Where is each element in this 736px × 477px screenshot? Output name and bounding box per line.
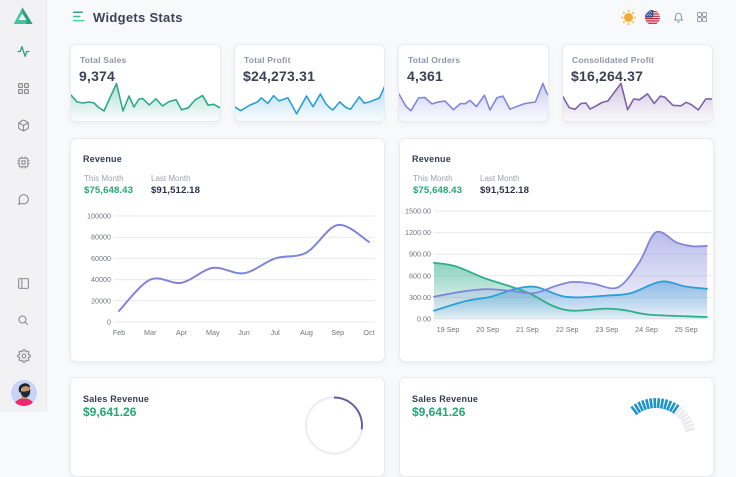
- svg-text:Mar: Mar: [144, 328, 157, 337]
- svg-text:20000: 20000: [91, 296, 111, 305]
- svg-text:22 Sep: 22 Sep: [556, 325, 579, 334]
- svg-text:Jun: Jun: [238, 328, 250, 337]
- svg-text:1200.00: 1200.00: [405, 228, 431, 237]
- svg-text:40000: 40000: [91, 275, 111, 284]
- svg-text:0.00: 0.00: [417, 315, 431, 324]
- svg-text:900.00: 900.00: [409, 250, 431, 259]
- svg-text:19 Sep: 19 Sep: [437, 325, 460, 334]
- svg-text:25 Sep: 25 Sep: [675, 325, 698, 334]
- svg-text:May: May: [206, 328, 220, 337]
- svg-text:Sep: Sep: [331, 328, 344, 337]
- svg-text:600.00: 600.00: [409, 271, 431, 280]
- svg-text:60000: 60000: [91, 254, 111, 263]
- svg-text:23 Sep: 23 Sep: [595, 325, 618, 334]
- svg-text:0: 0: [107, 318, 111, 327]
- svg-text:Jul: Jul: [271, 328, 281, 337]
- svg-text:Apr: Apr: [176, 328, 188, 337]
- svg-text:Feb: Feb: [113, 328, 125, 337]
- svg-text:300.00: 300.00: [409, 293, 431, 302]
- svg-text:Aug: Aug: [300, 328, 313, 337]
- svg-text:100000: 100000: [87, 212, 111, 221]
- svg-text:21 Sep: 21 Sep: [516, 325, 539, 334]
- svg-text:80000: 80000: [91, 233, 111, 242]
- svg-text:20 Sep: 20 Sep: [476, 325, 499, 334]
- svg-text:1500.00: 1500.00: [405, 207, 431, 216]
- svg-text:24 Sep: 24 Sep: [635, 325, 658, 334]
- svg-text:Oct: Oct: [363, 328, 374, 337]
